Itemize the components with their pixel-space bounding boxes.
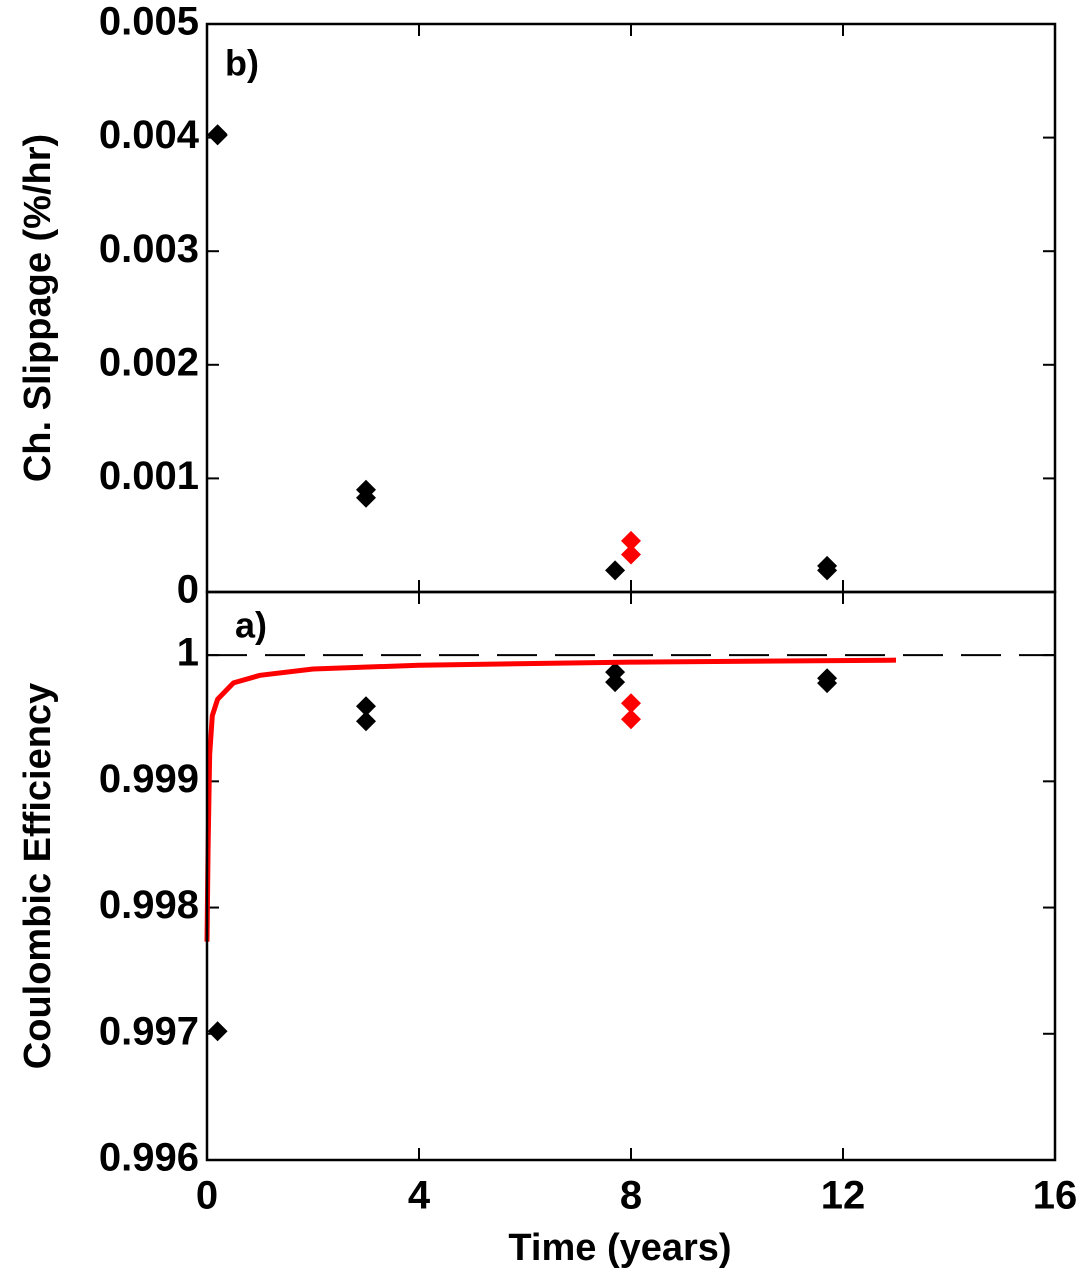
y-tick-label: 0.999 (99, 757, 199, 801)
fit-line (204, 657, 897, 942)
y-tick-label: 0.004 (99, 113, 200, 157)
plot-frame (205, 590, 1057, 1162)
data-point (817, 673, 838, 694)
panel-label: b) (225, 43, 259, 84)
data-point (621, 544, 641, 565)
x-tick-label: 4 (408, 1174, 431, 1218)
data-point (356, 696, 376, 717)
data-point (356, 711, 376, 732)
y-tick-label: 0.003 (99, 227, 199, 271)
y-tick-label: 0.001 (99, 454, 199, 498)
y-tick-label: 0.005 (99, 0, 199, 44)
y-tick-label: 0.998 (99, 883, 199, 927)
y-tick-label: 0 (177, 568, 199, 612)
y-tick-label: 0.996 (99, 1136, 199, 1180)
data-point (621, 530, 641, 551)
x-tick-label: 16 (1033, 1174, 1078, 1218)
x-tick-label: 0 (196, 1174, 218, 1218)
x-tick-label: 12 (821, 1174, 866, 1218)
panel-label: a) (235, 605, 267, 646)
data-point (817, 560, 838, 581)
data-point (605, 672, 626, 693)
data-point (207, 125, 228, 146)
data-point (605, 560, 626, 581)
data-point (207, 1021, 228, 1042)
y-axis-label: Ch. Slippage (%/hr) (17, 134, 59, 482)
y-tick-label: 1 (177, 631, 199, 675)
y-tick-label: 0.002 (99, 340, 199, 384)
data-point (621, 709, 641, 730)
y-axis-label: Coulombic Efficiency (17, 683, 59, 1069)
plot-frame (205, 22, 1057, 594)
data-point (356, 487, 376, 508)
y-tick-label: 0.997 (99, 1009, 199, 1053)
x-tick-label: 8 (620, 1174, 642, 1218)
x-axis-label: Time (years) (508, 1227, 731, 1269)
data-point (621, 693, 641, 714)
